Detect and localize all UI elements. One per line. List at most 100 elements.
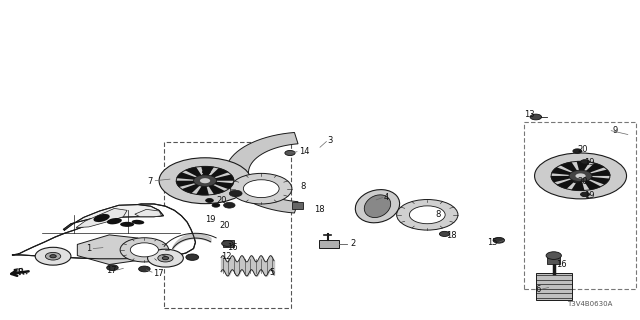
Circle shape	[139, 266, 150, 272]
Text: 15: 15	[487, 238, 497, 247]
Polygon shape	[205, 181, 234, 189]
Text: 5: 5	[269, 268, 274, 277]
Polygon shape	[580, 176, 601, 190]
Circle shape	[397, 199, 458, 230]
Polygon shape	[135, 209, 162, 217]
Circle shape	[573, 179, 582, 183]
Circle shape	[223, 202, 235, 208]
Circle shape	[580, 160, 589, 164]
Circle shape	[569, 170, 592, 182]
Circle shape	[131, 243, 159, 257]
Text: 12: 12	[221, 252, 232, 261]
Circle shape	[493, 237, 504, 243]
Circle shape	[285, 150, 295, 156]
Text: 13: 13	[524, 110, 534, 119]
Circle shape	[530, 114, 541, 120]
Circle shape	[158, 254, 173, 262]
Text: 20: 20	[219, 221, 230, 230]
Polygon shape	[77, 235, 138, 265]
Text: 14: 14	[299, 147, 309, 156]
Text: 17: 17	[153, 268, 163, 278]
Polygon shape	[560, 162, 580, 176]
Polygon shape	[205, 168, 228, 181]
Text: 17: 17	[106, 266, 117, 276]
Circle shape	[35, 247, 71, 265]
Bar	[524, 122, 636, 289]
Bar	[164, 142, 291, 308]
Circle shape	[243, 180, 279, 197]
Circle shape	[120, 238, 169, 262]
Circle shape	[440, 231, 450, 236]
Text: 19: 19	[584, 158, 595, 167]
Text: 9: 9	[612, 126, 618, 135]
Circle shape	[148, 249, 183, 267]
Polygon shape	[176, 172, 205, 181]
Polygon shape	[556, 176, 580, 189]
Polygon shape	[205, 174, 234, 181]
Circle shape	[410, 206, 445, 224]
Circle shape	[200, 178, 210, 183]
Circle shape	[229, 190, 242, 197]
FancyBboxPatch shape	[292, 202, 303, 209]
Polygon shape	[12, 204, 195, 259]
Text: 18: 18	[314, 204, 324, 213]
Ellipse shape	[132, 220, 144, 224]
Polygon shape	[201, 166, 214, 181]
Polygon shape	[185, 167, 205, 181]
Text: 19: 19	[584, 190, 595, 200]
Text: 8: 8	[435, 210, 440, 219]
Text: T3V4B0630A: T3V4B0630A	[567, 301, 612, 307]
Ellipse shape	[93, 214, 109, 222]
Circle shape	[212, 203, 220, 207]
Text: FR.: FR.	[12, 267, 29, 278]
Text: 18: 18	[447, 231, 457, 240]
Polygon shape	[536, 273, 572, 300]
Circle shape	[230, 173, 292, 204]
Circle shape	[580, 192, 589, 197]
Circle shape	[159, 158, 251, 204]
Circle shape	[163, 257, 169, 260]
Text: 16: 16	[556, 260, 567, 269]
Polygon shape	[572, 176, 584, 191]
Ellipse shape	[355, 190, 399, 223]
Polygon shape	[551, 167, 580, 176]
Polygon shape	[63, 204, 164, 230]
Polygon shape	[205, 181, 225, 195]
Circle shape	[186, 254, 198, 260]
Circle shape	[205, 198, 213, 202]
Polygon shape	[319, 240, 339, 248]
Polygon shape	[176, 181, 205, 187]
Text: 3: 3	[328, 136, 333, 145]
Polygon shape	[580, 176, 610, 185]
Circle shape	[202, 170, 210, 174]
Polygon shape	[225, 132, 298, 213]
Circle shape	[575, 173, 586, 179]
Ellipse shape	[107, 218, 122, 224]
Text: 7: 7	[147, 177, 153, 186]
Circle shape	[193, 175, 216, 187]
Text: 20: 20	[216, 196, 227, 205]
Circle shape	[573, 149, 582, 153]
Text: 2: 2	[350, 239, 355, 248]
Polygon shape	[580, 170, 611, 176]
Polygon shape	[577, 161, 590, 176]
Text: 16: 16	[227, 243, 238, 252]
Circle shape	[45, 252, 61, 260]
Text: 8: 8	[301, 182, 306, 191]
Polygon shape	[550, 176, 580, 182]
Ellipse shape	[120, 222, 134, 227]
Text: 20: 20	[577, 145, 588, 154]
Circle shape	[107, 265, 118, 270]
Circle shape	[546, 252, 561, 260]
Polygon shape	[196, 181, 209, 195]
Circle shape	[221, 241, 233, 246]
Text: 19: 19	[205, 215, 216, 224]
Text: 6: 6	[536, 285, 541, 294]
Polygon shape	[181, 181, 205, 194]
Polygon shape	[76, 208, 127, 228]
Text: 4: 4	[384, 193, 389, 202]
FancyBboxPatch shape	[547, 257, 560, 264]
Polygon shape	[580, 163, 605, 176]
Text: 1: 1	[86, 244, 92, 253]
Circle shape	[534, 153, 627, 199]
